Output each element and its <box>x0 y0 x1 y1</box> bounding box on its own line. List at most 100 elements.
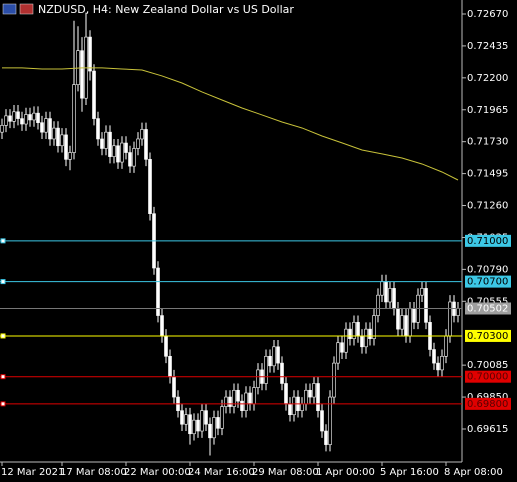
candle-body <box>68 152 72 160</box>
y-tick-label: 0.71260 <box>467 201 508 212</box>
flag-icon <box>2 3 17 15</box>
candle-body <box>208 423 212 439</box>
x-tick-label: 1 Apr 00:00 <box>316 467 375 478</box>
candle-body <box>232 389 236 407</box>
candle-body <box>160 315 164 337</box>
candle-body <box>264 356 268 384</box>
candle-body <box>380 281 384 296</box>
candle-body <box>444 335 448 357</box>
candle-body <box>220 406 224 429</box>
candle-body <box>236 389 240 402</box>
candle-body <box>124 142 128 153</box>
candle-body <box>64 134 68 160</box>
candle-body <box>192 419 196 435</box>
candle-body <box>128 152 132 167</box>
candle-body <box>356 322 360 337</box>
candle-body <box>72 84 76 153</box>
candle-body <box>412 308 416 323</box>
chart-title: NZDUSD, H4: New Zealand Dollar vs US Dol… <box>38 3 294 16</box>
flag-icon <box>19 3 34 15</box>
candle-body <box>376 294 380 316</box>
candle-body <box>372 315 376 339</box>
level-handle <box>0 279 6 285</box>
candle-body <box>336 342 340 364</box>
candle-body <box>316 383 320 411</box>
y-tick-label: 0.70085 <box>467 360 508 371</box>
candle-body <box>424 288 428 323</box>
current-price-box <box>465 302 511 315</box>
candle-body <box>268 356 272 367</box>
current-price-label: 0.70502 <box>467 303 508 314</box>
candle-body <box>300 403 304 411</box>
candle-body <box>224 396 228 407</box>
y-tick-label: 0.71495 <box>467 169 508 180</box>
candle-body <box>304 389 308 405</box>
candle-body <box>432 349 436 364</box>
candle-body <box>196 419 200 432</box>
candle-body <box>164 335 168 357</box>
y-tick-label: 0.72670 <box>467 9 508 20</box>
candle-body <box>48 118 52 140</box>
candle-body <box>368 328 372 339</box>
candle-body <box>4 115 8 126</box>
level-label: 0.69800 <box>467 399 508 410</box>
candle-body <box>60 134 64 147</box>
candle-body <box>32 112 36 121</box>
x-tick-label: 8 Apr 08:00 <box>444 467 503 478</box>
x-tick-label: 24 Mar 16:00 <box>188 467 255 478</box>
candle-body <box>280 362 284 384</box>
level-label-box <box>465 234 511 247</box>
y-tick-label: 0.69615 <box>467 424 508 435</box>
candle-body <box>388 288 392 303</box>
candle-body <box>384 281 388 303</box>
candle-body <box>404 315 408 337</box>
y-tick-label: 0.72435 <box>467 41 508 52</box>
candle-body <box>320 410 324 432</box>
x-tick-label: 29 Mar 08:00 <box>252 467 319 478</box>
level-label: 0.71000 <box>467 236 508 247</box>
moving-average-line <box>2 67 459 181</box>
candle-body <box>456 308 460 316</box>
candle-body <box>324 430 328 445</box>
candle-body <box>332 362 336 398</box>
candle-body <box>92 70 96 119</box>
candle-body <box>448 301 452 337</box>
candle-body <box>8 115 12 122</box>
y-tick-label: 0.69850 <box>467 392 508 403</box>
candle-body <box>396 308 400 330</box>
level-handle <box>0 374 6 380</box>
candle-body <box>56 127 60 147</box>
candle-body <box>100 138 104 149</box>
x-tick-label: 17 Mar 08:00 <box>60 467 127 478</box>
level-label: 0.70300 <box>467 331 508 342</box>
candle-body <box>104 131 108 149</box>
y-tick-label: 0.71730 <box>467 137 508 148</box>
level-label-box <box>465 370 511 383</box>
candle-body <box>400 315 404 330</box>
candle-body <box>172 376 176 398</box>
candle-body <box>132 148 136 167</box>
candle-body <box>272 346 276 367</box>
candle-body <box>204 410 208 425</box>
y-tick-label: 0.70555 <box>467 296 508 307</box>
candle-body <box>392 288 396 310</box>
x-tick-label: 22 Mar 00:00 <box>124 467 191 478</box>
candle-body <box>36 112 40 123</box>
candle-body <box>292 396 296 416</box>
candle-body <box>16 111 20 119</box>
candle-body <box>168 356 172 377</box>
candle-body <box>364 328 368 348</box>
candle-body <box>284 383 288 405</box>
candle-body <box>156 267 160 316</box>
candle-body <box>24 114 28 125</box>
candle-body <box>40 122 44 133</box>
candle-body <box>0 125 4 133</box>
candle-body <box>52 127 56 140</box>
candle-body <box>148 159 152 214</box>
candle-body <box>240 400 244 411</box>
candle-body <box>420 288 424 296</box>
candle-body <box>248 392 252 405</box>
y-tick-label: 0.71965 <box>467 105 508 116</box>
